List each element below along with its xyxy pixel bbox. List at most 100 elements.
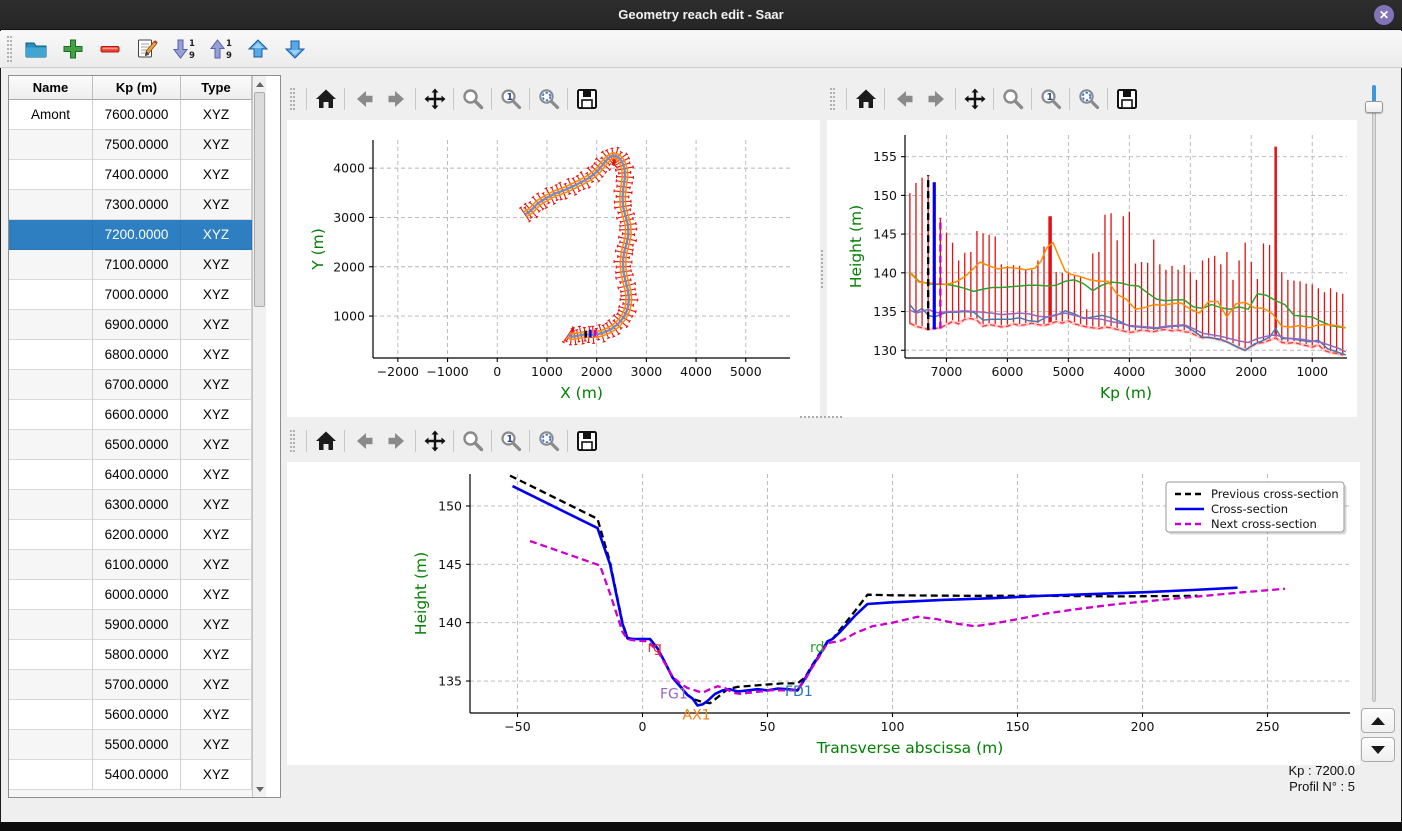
table-row[interactable]: 6400.0000 XYZ (9, 460, 252, 490)
plot-zoom-fit-button[interactable] (532, 426, 565, 456)
close-button[interactable]: ✕ (1374, 5, 1394, 25)
table-header: Name Kp (m) Type (9, 76, 252, 100)
toolbar-grip[interactable] (830, 88, 835, 110)
table-row[interactable]: 6200.0000 XYZ (9, 520, 252, 550)
table-row[interactable]: 7500.0000 XYZ (9, 130, 252, 160)
plot-zoom-button[interactable] (456, 84, 489, 114)
plot-pan-button[interactable] (418, 84, 451, 114)
profile-slider-handle[interactable] (1365, 101, 1383, 113)
cell-kp: 7100.0000 (93, 250, 181, 280)
edit-profile-button[interactable] (132, 34, 162, 64)
toolbar-grip[interactable] (290, 430, 295, 452)
plot-back-button[interactable] (347, 426, 380, 456)
previous-profile-button[interactable] (1361, 708, 1395, 733)
table-row[interactable]: 6700.0000 XYZ (9, 370, 252, 400)
plot-back-button[interactable] (887, 84, 920, 114)
plot-zoom-button[interactable] (456, 426, 489, 456)
cell-kp: 5800.0000 (93, 640, 181, 670)
table-row[interactable]: 6600.0000 XYZ (9, 400, 252, 430)
column-header-name[interactable]: Name (9, 76, 93, 99)
plot-zoom-fit-button[interactable] (532, 84, 565, 114)
plot-forward-button[interactable] (380, 426, 413, 456)
table-row[interactable]: 7100.0000 XYZ (9, 250, 252, 280)
svg-text:1: 1 (1046, 92, 1053, 103)
cell-kp: 7500.0000 (93, 130, 181, 160)
table-row[interactable]: 6100.0000 XYZ (9, 550, 252, 580)
plot-save-button[interactable] (570, 84, 603, 114)
cell-kp: 5900.0000 (93, 610, 181, 640)
move-up-button[interactable] (243, 34, 273, 64)
plot-home-button[interactable] (309, 426, 342, 456)
scrollbar-thumb[interactable] (254, 92, 265, 307)
zoom-fit-icon (538, 89, 559, 110)
triangle-up-icon (255, 81, 264, 87)
home-icon (855, 89, 876, 108)
next-profile-button[interactable] (1361, 737, 1395, 762)
plot-forward-button[interactable] (380, 84, 413, 114)
vertical-splitter[interactable] (821, 250, 826, 288)
move-down-button[interactable] (280, 34, 310, 64)
cell-type: XYZ (181, 760, 252, 790)
column-header-type[interactable]: Type (181, 76, 252, 99)
plot-zoom-one-button[interactable]: 1 (494, 84, 527, 114)
cell-name (9, 190, 93, 220)
toolbar-grip[interactable] (7, 36, 12, 62)
add-profile-button[interactable] (58, 34, 88, 64)
table-row[interactable]: 5500.0000 XYZ (9, 730, 252, 760)
table-row[interactable]: 7400.0000 XYZ (9, 160, 252, 190)
toolbar-grip[interactable] (290, 88, 295, 110)
svg-text:6000: 6000 (992, 364, 1024, 379)
table-row[interactable]: 7200.0000 XYZ (9, 220, 252, 250)
remove-profile-icon (100, 46, 120, 53)
plot-forward-button[interactable] (920, 84, 953, 114)
scroll-down-button[interactable] (253, 782, 266, 796)
cell-name (9, 700, 93, 730)
plot-save-button[interactable] (1110, 84, 1143, 114)
save-icon (1116, 89, 1137, 109)
x-axis-label: Kp (m) (1100, 384, 1152, 402)
open-folder-button[interactable] (21, 34, 51, 64)
cell-kp: 6100.0000 (93, 550, 181, 580)
scroll-up-button[interactable] (253, 77, 266, 91)
cell-name (9, 280, 93, 310)
plot-zoom-fit-button[interactable] (1072, 84, 1105, 114)
cell-type: XYZ (181, 520, 252, 550)
table-row[interactable]: 7000.0000 XYZ (9, 280, 252, 310)
plot-home-button[interactable] (309, 84, 342, 114)
table-row[interactable]: 5900.0000 XYZ (9, 610, 252, 640)
table-row[interactable]: 6900.0000 XYZ (9, 310, 252, 340)
svg-text:0: 0 (639, 719, 647, 734)
table-row[interactable]: 6000.0000 XYZ (9, 580, 252, 610)
table-row[interactable]: 7300.0000 XYZ (9, 190, 252, 220)
table-row[interactable]: Amont 7600.0000 XYZ (9, 100, 252, 130)
table-row[interactable]: 5800.0000 XYZ (9, 640, 252, 670)
plot-back-button[interactable] (347, 84, 380, 114)
table-scrollbar[interactable] (252, 76, 266, 797)
plot-pan-button[interactable] (958, 84, 991, 114)
table-row[interactable]: 6300.0000 XYZ (9, 490, 252, 520)
annotation-rg: rg (648, 640, 662, 656)
table-row[interactable]: 6800.0000 XYZ (9, 340, 252, 370)
table-row[interactable]: 6500.0000 XYZ (9, 430, 252, 460)
remove-profile-button[interactable] (95, 34, 125, 64)
plot-home-button[interactable] (849, 84, 882, 114)
svg-text:1000: 1000 (1296, 364, 1328, 379)
table-row[interactable]: 5600.0000 XYZ (9, 700, 252, 730)
plot-zoom-one-button[interactable]: 1 (494, 426, 527, 456)
plot-pan-button[interactable] (418, 426, 451, 456)
table-row[interactable]: 5700.0000 XYZ (9, 670, 252, 700)
toolbar-separator (529, 430, 530, 452)
plot-save-button[interactable] (570, 426, 603, 456)
plot-zoom-button[interactable] (996, 84, 1029, 114)
cell-name (9, 610, 93, 640)
cross-section-toolbar: 1 (287, 422, 1360, 460)
column-header-kp[interactable]: Kp (m) (93, 76, 181, 99)
horizontal-splitter[interactable] (800, 416, 842, 420)
cell-type: XYZ (181, 280, 252, 310)
plot-zoom-one-button[interactable]: 1 (1034, 84, 1067, 114)
next-cross-section (529, 539, 1286, 696)
profile-slider-groove[interactable] (1372, 88, 1376, 702)
table-row[interactable]: 5400.0000 XYZ (9, 760, 252, 790)
